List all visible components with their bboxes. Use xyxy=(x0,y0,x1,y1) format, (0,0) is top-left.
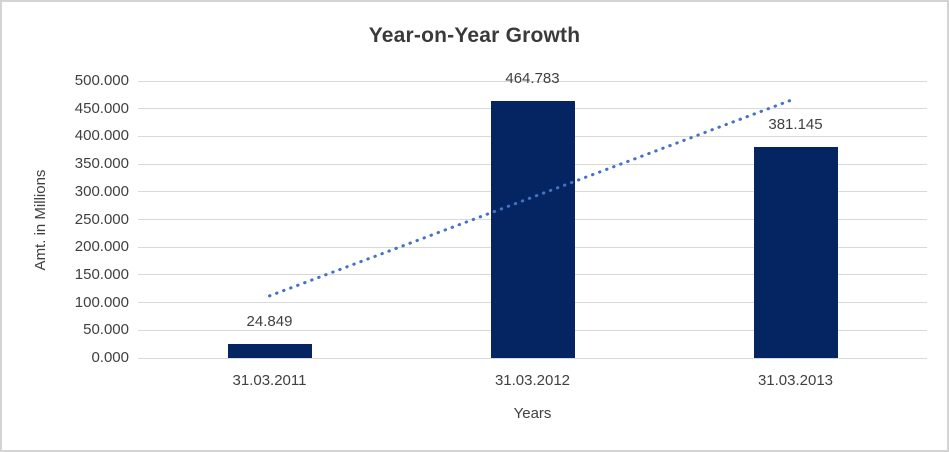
y-tick-label: 500.000 xyxy=(74,72,129,89)
chart-title: Year-on-Year Growth xyxy=(368,24,581,47)
y-tick-label: 250.000 xyxy=(74,210,129,228)
x-axis-title: Years xyxy=(513,405,552,422)
y-tick-label: 450.000 xyxy=(74,99,129,117)
gridline xyxy=(138,80,927,82)
y-tick-label: 350.000 xyxy=(74,155,129,173)
y-tick-label: 50.000 xyxy=(83,321,129,339)
x-tick-label: 31.03.2013 xyxy=(757,372,834,389)
bar-value-label: 381.145 xyxy=(768,115,823,133)
bar-value-label: 24.849 xyxy=(246,313,293,331)
x-tick-label: 31.03.2012 xyxy=(494,372,571,389)
y-tick-label: 200.000 xyxy=(74,238,129,256)
y-tick-label: 100.000 xyxy=(74,293,129,311)
bar-value-label: 464.783 xyxy=(505,69,560,87)
gridline xyxy=(138,357,927,359)
bar[interactable] xyxy=(753,146,838,358)
x-tick-label: 31.03.2011 xyxy=(232,372,307,389)
y-tick-label: 400.000 xyxy=(74,127,129,145)
y-tick-label: 150.000 xyxy=(74,265,129,283)
y-tick-label: 300.000 xyxy=(74,182,129,200)
bar[interactable] xyxy=(227,344,312,358)
bar[interactable] xyxy=(490,100,575,358)
y-tick-label: 0.000 xyxy=(91,349,129,366)
